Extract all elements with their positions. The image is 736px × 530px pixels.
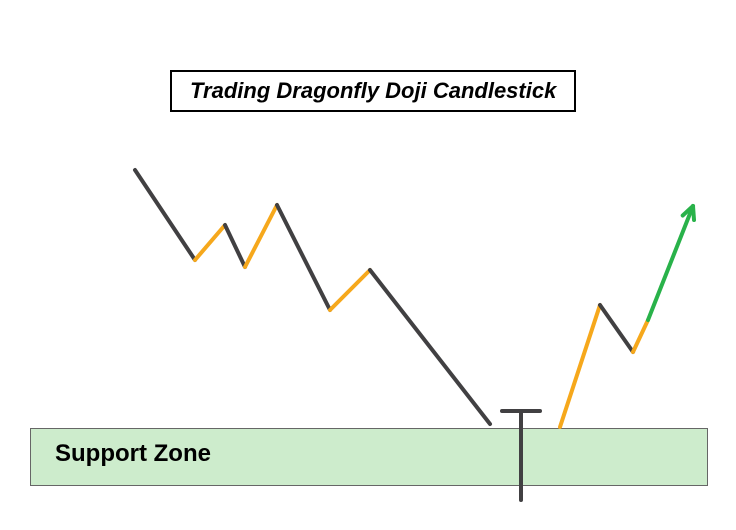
bullish-arrow-line: [648, 206, 693, 320]
price-segment-1: [195, 225, 225, 260]
price-segment-6: [370, 270, 490, 424]
price-segment-2: [225, 225, 245, 267]
price-segment-8: [600, 305, 633, 352]
price-segment-5: [330, 270, 370, 310]
price-chart: [0, 0, 736, 530]
price-segment-9: [633, 320, 648, 352]
price-segment-0: [135, 170, 195, 260]
price-segment-3: [245, 205, 277, 267]
price-segment-4: [277, 205, 330, 310]
price-segment-7: [560, 305, 600, 427]
